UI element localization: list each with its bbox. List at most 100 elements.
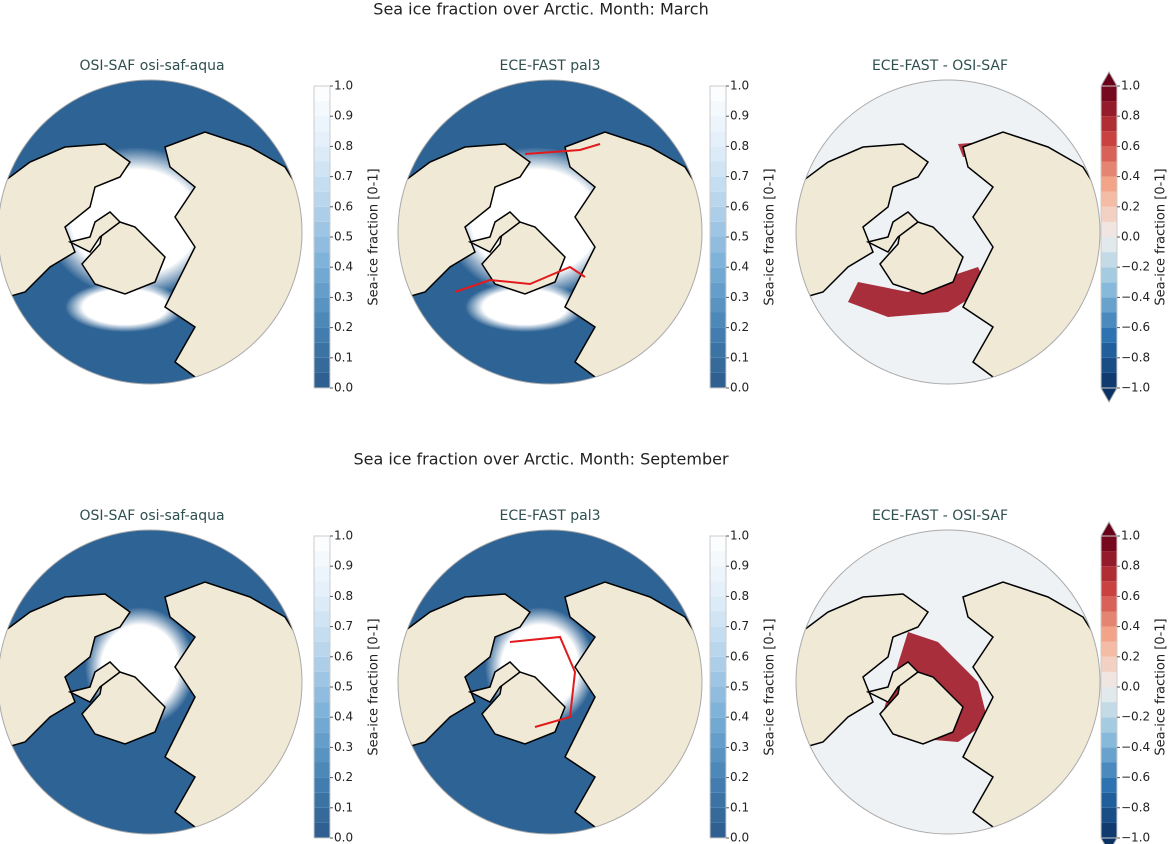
colorbar-band [1101, 777, 1117, 793]
panel-title: ECE-FAST pal3 [499, 58, 600, 74]
colorbar-band [314, 551, 330, 567]
colorbar-tick-label: 1.0 [334, 79, 353, 93]
colorbar-band [1101, 536, 1117, 552]
colorbar-band [314, 732, 330, 748]
colorbar-tick-label: 0.6 [334, 199, 353, 213]
land [796, 143, 930, 303]
colorbar-band [710, 101, 726, 117]
colorbar-band [314, 762, 330, 778]
colorbar-extend [1100, 387, 1118, 404]
colorbar-band [710, 161, 726, 177]
map [0, 530, 302, 834]
colorbar-band [1101, 626, 1117, 642]
colorbar-band [710, 581, 726, 597]
colorbar-band [314, 777, 330, 793]
colorbar-tick-label: 1.0 [730, 529, 749, 543]
land [879, 666, 964, 745]
colorbar-tick-label: 0.8 [334, 589, 353, 603]
colorbar-tick-label: 0.5 [730, 680, 749, 694]
colorbar-tick-label: 0.0 [1121, 230, 1140, 244]
map [0, 80, 302, 384]
colorbar-band [710, 206, 726, 222]
colorbar-band [710, 372, 726, 388]
map [796, 530, 1100, 834]
colorbar-band [314, 342, 330, 358]
colorbar-band [1101, 191, 1117, 207]
colorbar-band [1101, 702, 1117, 718]
colorbar-band [314, 176, 330, 192]
panel-title: OSI-SAF osi-saf-aqua [79, 58, 224, 74]
colorbar-band [1101, 357, 1117, 373]
colorbar-label: Sea-ice fraction [0-1] [367, 618, 382, 755]
colorbar-band [1101, 656, 1117, 672]
colorbar-band [314, 671, 330, 687]
colorbar-tick-label: 0.4 [1121, 619, 1140, 633]
colorbar-tick-label: 1.0 [730, 79, 749, 93]
colorbar-band [314, 267, 330, 283]
colorbar-tick-label: 0.3 [730, 290, 749, 304]
colorbar-tick-label: 0.3 [334, 740, 353, 754]
colorbar-tick-label: 1.0 [1121, 79, 1140, 93]
colorbar-band [314, 237, 330, 253]
colorbar-tick-label: 0.6 [1121, 589, 1140, 603]
colorbar-extend [1100, 837, 1118, 844]
colorbar-tick-label: 0.7 [334, 169, 353, 183]
colorbar-band [1101, 146, 1117, 162]
colorbar-tick-label: 0.6 [1121, 139, 1140, 153]
colorbar-tick-label: 0.2 [334, 320, 353, 334]
colorbar-band [314, 282, 330, 298]
colorbar-tick-label: 0.8 [730, 139, 749, 153]
colorbar-tick-label: 0.4 [1121, 169, 1140, 183]
land [865, 211, 920, 253]
colorbar-band [314, 687, 330, 703]
colorbar-tick-label: 0.5 [334, 230, 353, 244]
colorbar-tick-label: 0.8 [1121, 559, 1140, 573]
colorbar-band [1101, 611, 1117, 627]
colorbar-band [314, 312, 330, 328]
colorbar-tick-label: 0.7 [730, 169, 749, 183]
colorbar-tick-label: 0.6 [730, 199, 749, 213]
land [564, 131, 702, 384]
colorbar-tick-label: −0.2 [1121, 710, 1150, 724]
colorbar-tick-label: −1.0 [1121, 831, 1150, 844]
colorbar-band [710, 762, 726, 778]
colorbar-band [710, 176, 726, 192]
land [467, 211, 522, 253]
colorbar-tick-label: 0.0 [730, 831, 749, 844]
land [962, 131, 1100, 384]
colorbar-band [1101, 116, 1117, 132]
land [879, 216, 964, 295]
colorbar-band [1101, 596, 1117, 612]
colorbar-tick-label: −0.4 [1121, 740, 1150, 754]
colorbar-band [1101, 822, 1117, 838]
colorbar-band [314, 822, 330, 838]
colorbar-tick-label: −0.6 [1121, 320, 1150, 334]
colorbar-band [710, 221, 726, 237]
colorbar-band [710, 792, 726, 808]
colorbar-band [710, 191, 726, 207]
colorbar-tick-label: 0.1 [334, 350, 353, 364]
colorbar-band [710, 131, 726, 147]
colorbar-tick-label: −0.2 [1121, 260, 1150, 274]
map [796, 80, 1100, 384]
colorbar-tick-label: 0.2 [730, 320, 749, 334]
colorbar-tick-label: 1.0 [1121, 529, 1140, 543]
colorbar-band [314, 747, 330, 763]
colorbar-band [710, 297, 726, 313]
map-outline [397, 529, 703, 835]
colorbar-tick-label: 0.0 [1121, 680, 1140, 694]
colorbar-label: Sea-ice fraction [0-1] [1154, 168, 1169, 305]
colorbar-band [314, 596, 330, 612]
map-outline [0, 79, 303, 385]
panel-title: ECE-FAST - OSI-SAF [872, 58, 1008, 74]
colorbar-band [710, 807, 726, 823]
colorbar-tick-label: 0.9 [334, 559, 353, 573]
colorbar-tick-label: 0.5 [730, 230, 749, 244]
land [865, 661, 920, 703]
colorbar-band [1101, 237, 1117, 253]
colorbar-band [1101, 717, 1117, 733]
colorbar-band [710, 702, 726, 718]
map-outline [795, 79, 1101, 385]
colorbar-band [710, 267, 726, 283]
land [67, 211, 122, 253]
